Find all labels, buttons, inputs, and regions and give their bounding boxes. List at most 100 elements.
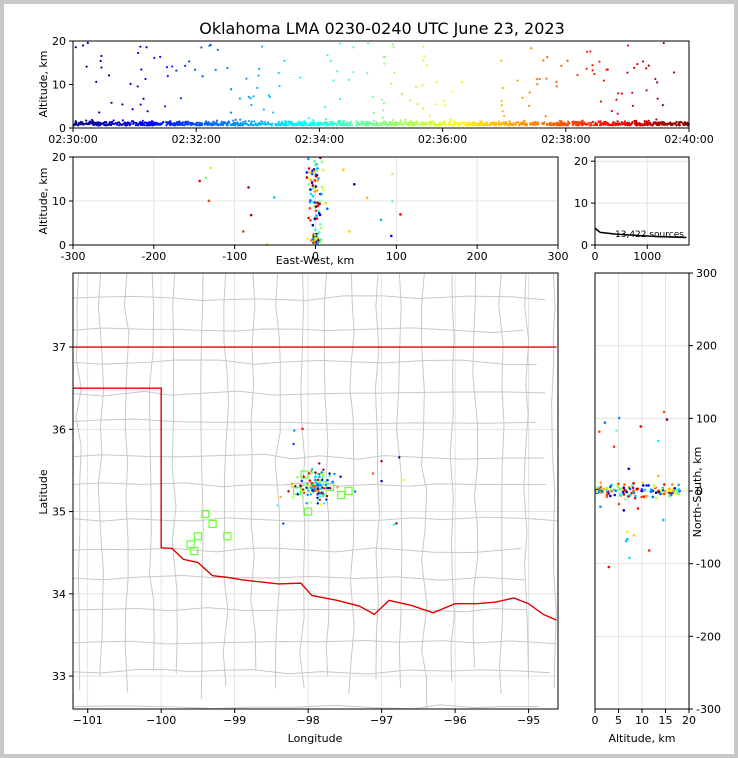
plan-view-source [316, 483, 319, 487]
time-height-source [278, 84, 281, 88]
height-ns-source [605, 495, 609, 499]
plan-view-source [296, 475, 299, 479]
time-height-source [631, 104, 634, 107]
time-height-source [633, 66, 636, 69]
time-height-source [327, 123, 330, 126]
time-height-source [77, 124, 80, 127]
time-height-source [650, 123, 653, 126]
ew-height-xtick-label: -200 [141, 250, 166, 263]
histogram-ytick-label: 10 [574, 197, 588, 210]
time-height-source [413, 124, 416, 127]
time-height-source [529, 123, 532, 126]
time-height-source [365, 121, 368, 124]
plan-view-source [380, 479, 383, 483]
time-height-source [371, 123, 374, 126]
time-height-source [174, 123, 177, 126]
time-height-source [356, 121, 359, 124]
time-height-source [598, 60, 601, 63]
time-height-source [179, 97, 182, 100]
time-height-source [635, 119, 638, 122]
time-height-source [79, 122, 82, 125]
height-ns-source [605, 488, 609, 492]
time-height-source [100, 122, 103, 125]
time-height-source [415, 120, 418, 123]
height-ns-source [609, 494, 612, 498]
time-height-source [536, 77, 539, 81]
plan-view-source [329, 487, 332, 490]
time-height-source [165, 124, 168, 127]
time-height-source [477, 124, 481, 127]
ew-height-source [314, 185, 318, 188]
plan-view-source [313, 485, 316, 488]
time-height-source [250, 120, 253, 123]
time-height-source [375, 122, 378, 125]
time-height-source [129, 82, 132, 85]
height-ns-source [662, 492, 666, 496]
ew-height-source [207, 199, 211, 203]
time-height-source [392, 46, 395, 49]
ew-height-source [316, 179, 319, 182]
county-line [449, 273, 455, 682]
height-ns-source [633, 496, 637, 500]
time-height-source [455, 122, 458, 125]
time-height-source [544, 115, 547, 118]
time-height-source [277, 122, 281, 126]
plan-view-xtick-label: −98 [297, 714, 320, 727]
time-height-source [143, 124, 146, 127]
time-height-source [144, 77, 147, 81]
ew-height-source [399, 213, 402, 216]
time-height-source [406, 123, 409, 126]
time-height-source [612, 120, 615, 124]
plan-view-source [302, 483, 306, 487]
time-height-source [198, 121, 201, 124]
time-height-source [250, 103, 253, 107]
time-height-source [188, 121, 191, 125]
time-height-source [366, 42, 370, 45]
ew-height-source [314, 209, 318, 213]
time-height-source [130, 120, 134, 123]
time-height-source [588, 124, 591, 127]
height-ns-source [614, 489, 618, 492]
ew-height-ytick-label: 20 [52, 151, 66, 164]
time-height-source [555, 123, 559, 126]
county-line [73, 516, 558, 522]
time-height-source [361, 121, 364, 125]
plan-view-source [301, 490, 305, 493]
height-ns-source [612, 488, 616, 491]
time-height-source [408, 99, 412, 102]
time-height-source [545, 77, 548, 80]
time-height-source [229, 111, 233, 114]
time-height-source [525, 122, 528, 125]
time-height-source [87, 121, 90, 124]
time-height-source [260, 120, 263, 123]
time-height-source [232, 123, 235, 127]
time-height-source [168, 120, 171, 123]
time-height-source [343, 119, 346, 122]
time-height-source [572, 120, 575, 123]
ew-height-source [313, 201, 317, 204]
time-height-source [234, 118, 237, 121]
ew-height-source [318, 200, 322, 203]
county-line [123, 273, 130, 693]
plan-view-source [318, 473, 321, 476]
ew-height-source [318, 213, 322, 217]
ew-height-source [311, 238, 315, 241]
time-height-source [280, 121, 283, 124]
ew-height-source [204, 176, 208, 180]
time-height-source [293, 122, 297, 125]
height-ns-source [601, 487, 605, 491]
time-height-source [656, 81, 659, 84]
time-height-source [551, 123, 554, 126]
county-line [73, 390, 546, 397]
plan-view-source [325, 494, 329, 498]
county-line [250, 273, 257, 670]
time-height-source [312, 120, 315, 123]
time-height-source [627, 122, 630, 125]
plan-view-xtick-label: −100 [146, 714, 176, 727]
height-ns-source [624, 497, 627, 501]
time-height-source [317, 121, 320, 124]
height-ns-source [626, 537, 629, 541]
time-height-source [331, 121, 334, 124]
height-ns-source [645, 484, 648, 487]
ew-height-source [311, 187, 315, 190]
